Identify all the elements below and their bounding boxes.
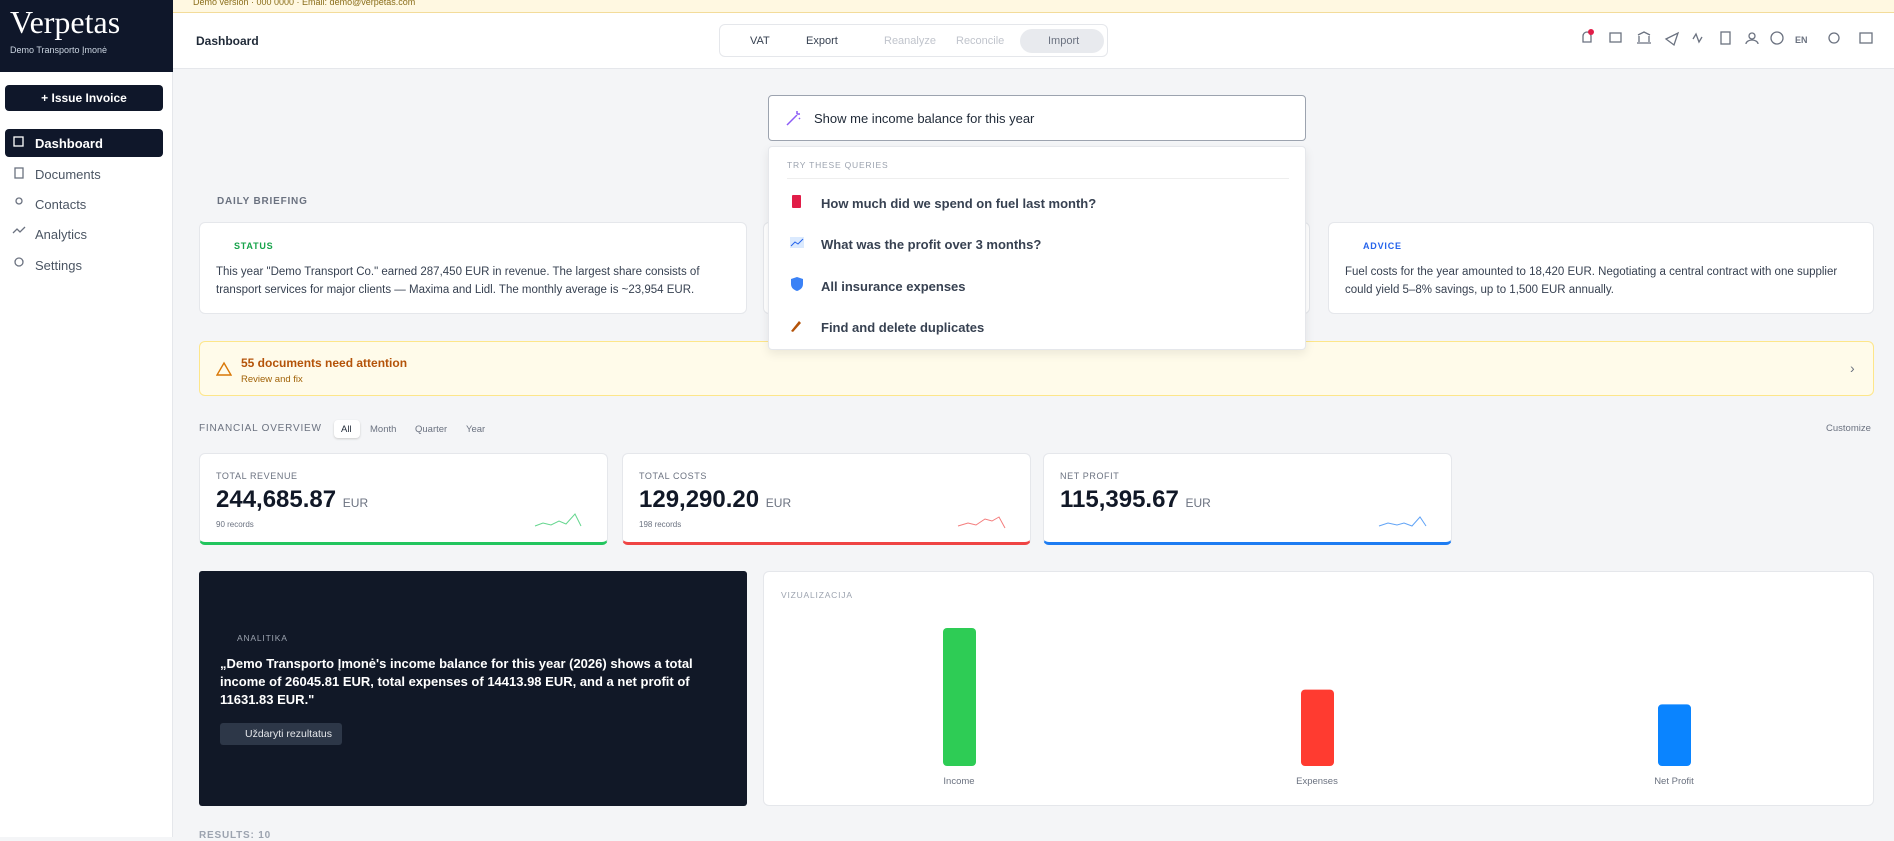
analytics-panel: ANALITIKA „Demo Transporto Įmonė's incom…	[199, 571, 747, 806]
kpi-unit: EUR	[342, 496, 369, 510]
kpi-label: TOTAL REVENUE	[216, 471, 298, 481]
kpi-value: 129,290.20 EUR	[639, 486, 791, 514]
logo-area: Verpetas Demo Transporto Įmonė	[0, 0, 173, 72]
issue-invoice-button[interactable]: + Issue Invoice	[5, 85, 163, 111]
kpi-label: TOTAL COSTS	[639, 471, 707, 481]
suggestion[interactable]: Find and delete duplicates	[821, 320, 985, 335]
nav-item[interactable]: Documents	[35, 167, 101, 182]
divider	[787, 178, 1289, 179]
header-title: Dashboard	[196, 34, 259, 48]
results-title: RESULTS: 10	[199, 830, 271, 841]
card-label: ADVICE	[1363, 241, 1402, 251]
briefing-card: STATUS This year "Demo Transport Co." ea…	[199, 222, 747, 314]
language[interactable]: EN	[1795, 35, 1808, 45]
kpi-card: TOTAL REVENUE 244,685.87 EUR 90 records	[199, 453, 608, 545]
filter[interactable]: All	[341, 424, 352, 435]
filter[interactable]: Quarter	[415, 424, 448, 435]
demo-banner: Demo version · 000 0000 · Email: demo@ve…	[173, 0, 1894, 13]
kpi-value: 115,395.67 EUR	[1060, 486, 1211, 514]
suggestion[interactable]: All insurance expenses	[821, 279, 966, 294]
sparkline	[534, 513, 582, 527]
visualization-panel: VIZUALIZACIJA Income Expenses Net Profit	[763, 571, 1874, 806]
bar-label: Income	[943, 776, 974, 787]
header-icons	[1582, 29, 1873, 47]
sparkline	[1378, 516, 1427, 527]
sparkline	[957, 516, 1006, 529]
close-results-button[interactable]: Uždaryti rezultatus	[220, 723, 342, 745]
attention-banner[interactable]: 55 documents need attention Review and f…	[199, 341, 1874, 396]
kpi-value: 244,685.87 EUR	[216, 486, 368, 514]
search-box[interactable]: Show me income balance for this year	[768, 95, 1306, 141]
toolbar-button[interactable]: VAT	[750, 35, 770, 47]
bar	[943, 628, 976, 766]
nav-item[interactable]: Dashboard	[5, 129, 163, 157]
card-text: This year "Demo Transport Co." earned 28…	[216, 266, 700, 296]
suggestion[interactable]: What was the profit over 3 months?	[821, 237, 1042, 252]
attention-title: 55 documents need attention	[241, 356, 408, 370]
kpi-unit: EUR	[765, 496, 792, 510]
sparkline-path	[957, 516, 1006, 529]
suggestion[interactable]: How much did we spend on fuel last month…	[821, 196, 1097, 211]
visualization-title: VIZUALIZACIJA	[781, 590, 853, 600]
briefing-card: ADVICE Fuel costs for the year amounted …	[1328, 222, 1874, 314]
kpi-records: 198 records	[639, 520, 682, 529]
wand-icon	[786, 111, 801, 126]
sparkline-path	[1378, 516, 1427, 527]
warning-icon	[216, 361, 232, 376]
toolbar-button: Reconcile	[956, 35, 1005, 47]
bar	[1301, 689, 1334, 766]
card-label: STATUS	[234, 241, 274, 251]
kpi-card: NET PROFIT 115,395.67 EUR	[1043, 453, 1452, 545]
sidebar: Verpetas Demo Transporto Įmonė + Issue I…	[0, 0, 173, 837]
kpi-number: 115,395.67	[1060, 486, 1179, 513]
bar-label: Net Profit	[1654, 776, 1694, 787]
suggestion-icons	[790, 195, 804, 332]
filter[interactable]: Year	[466, 424, 486, 435]
suggestions-title: TRY THESE QUERIES	[787, 160, 889, 170]
company-name: Demo Transporto Įmonė	[10, 45, 108, 55]
analytics-label: ANALITIKA	[237, 633, 288, 643]
nav-item[interactable]: Contacts	[35, 197, 87, 212]
section-title: DAILY BRIEFING	[217, 196, 308, 207]
search-query: Show me income balance for this year	[814, 111, 1035, 126]
logo: Verpetas	[10, 4, 121, 40]
card-text: Fuel costs for the year amounted to 18,4…	[1345, 266, 1838, 296]
nav-item[interactable]: Settings	[35, 258, 82, 273]
chevron: ›	[1850, 360, 1855, 376]
analytics-text: „Demo Transporto Įmonė's income balance …	[220, 656, 693, 707]
customize[interactable]: Customize	[1826, 423, 1871, 434]
toolbar-button[interactable]: Import	[1048, 35, 1080, 47]
section-title: FINANCIAL OVERVIEW	[199, 423, 322, 434]
toolbar-button: Reanalyze	[884, 35, 936, 47]
kpi-number: 129,290.20	[639, 486, 760, 513]
kpi-label: NET PROFIT	[1060, 471, 1120, 481]
suggestions-dropdown: TRY THESE QUERIES How much did we spend …	[768, 146, 1306, 350]
header: Dashboard VAT Export Reanalyze Reconcile…	[173, 13, 1894, 69]
bar-label: Expenses	[1296, 776, 1338, 787]
filter[interactable]: Month	[370, 424, 397, 435]
kpi-records: 90 records	[216, 520, 254, 529]
nav-item[interactable]: Analytics	[35, 227, 88, 242]
bar	[1658, 704, 1691, 766]
attention-subtitle: Review and fix	[241, 374, 303, 385]
nav-icons	[12, 136, 26, 267]
kpi-card: TOTAL COSTS 129,290.20 EUR 198 records	[622, 453, 1031, 545]
kpi-number: 244,685.87	[216, 486, 337, 513]
sparkline-path	[534, 513, 582, 527]
filter-active[interactable]	[334, 420, 360, 438]
toolbar-button[interactable]: Export	[806, 35, 838, 47]
kpi-unit: EUR	[1185, 496, 1211, 510]
import-pill[interactable]	[1020, 29, 1104, 53]
bar-chart: Income Expenses Net Profit	[943, 628, 1694, 787]
toolbar: VAT Export Reanalyze Reconcile Import	[719, 24, 1108, 57]
